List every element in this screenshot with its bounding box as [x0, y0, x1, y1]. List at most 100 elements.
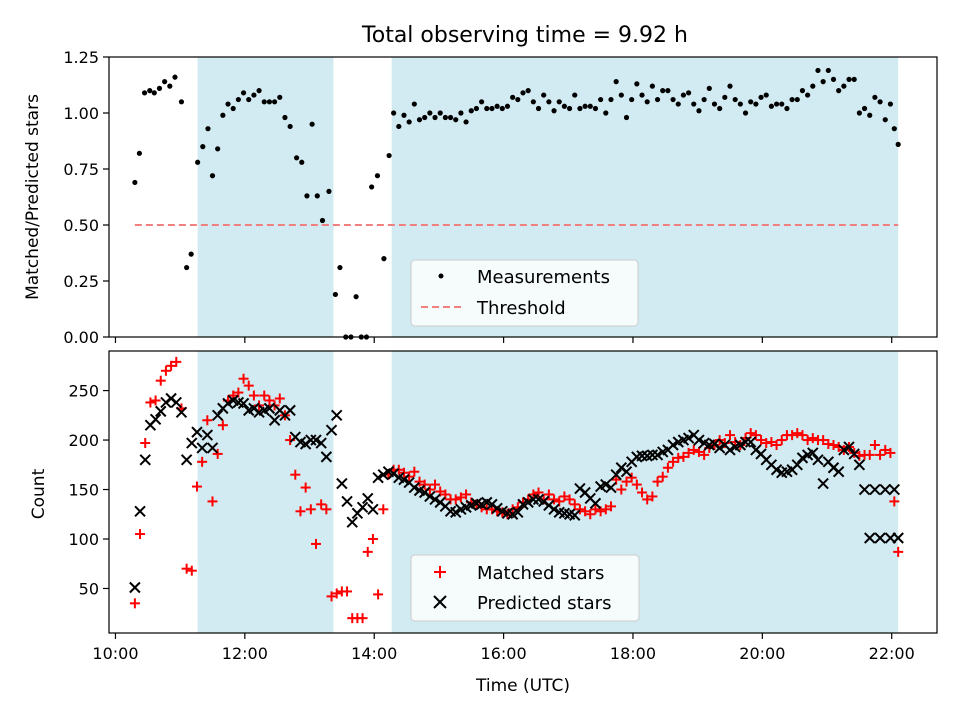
measurement-point: [151, 90, 157, 96]
measurement-point: [577, 105, 583, 112]
measurement-point: [515, 96, 521, 103]
measurement-point: [299, 159, 305, 165]
measurement-point: [136, 150, 143, 156]
x-axis-label: Time (UTC): [475, 676, 570, 696]
measurement-point: [184, 264, 190, 271]
measurement-point: [427, 110, 433, 116]
predicted-star-marker: [864, 532, 876, 544]
predicted-star-marker: [620, 466, 633, 478]
matched-star-marker: [600, 504, 611, 515]
predicted-star-marker: [858, 483, 871, 496]
top-y-ticks: 0.00 0.25 0.50 0.75 1.00 1.25: [63, 48, 109, 347]
bottom-y-axis-label: Count: [29, 468, 49, 519]
measurement-point: [172, 74, 178, 80]
measurement-point: [877, 99, 883, 105]
top-axes-frame: [108, 56, 938, 338]
predicted-star-marker: [186, 437, 198, 449]
matched-star-marker: [889, 496, 900, 507]
predicted-star-marker: [330, 409, 343, 422]
measurement-point: [830, 76, 837, 82]
measurement-point: [644, 99, 650, 105]
bottom-y-tick-label: 100: [68, 530, 99, 549]
measurement-point: [215, 146, 221, 152]
predicted-star-marker: [888, 483, 901, 496]
predicted-star-marker: [491, 502, 503, 515]
measurement-point: [891, 126, 897, 132]
matched-star-marker: [631, 479, 642, 490]
measurement-point: [696, 108, 702, 114]
x-tick-label: 10:00: [92, 644, 138, 663]
measurement-point: [220, 112, 226, 118]
matched-star-marker: [342, 586, 353, 597]
predicted-star-marker: [211, 409, 224, 422]
matched-star-marker: [699, 449, 710, 460]
predicted-star-marker: [853, 459, 866, 471]
bottom-legend-box: [410, 554, 640, 622]
predicted-star-marker: [838, 444, 850, 456]
predicted-star-marker: [356, 501, 369, 514]
measurement-point: [381, 256, 387, 262]
legend-threshold-label: Threshold: [476, 298, 566, 319]
measurement-point: [680, 92, 687, 98]
top-y-tick-label: 0.75: [63, 160, 99, 179]
matched-star-marker: [326, 591, 337, 602]
predicted-star-marker: [325, 424, 338, 436]
bottom-y-tick-label: 50: [79, 579, 99, 598]
matched-star-marker: [787, 430, 798, 441]
matched-star-marker: [450, 494, 461, 505]
measurement-point: [623, 114, 630, 121]
measurement-point: [195, 159, 201, 165]
matched-star-marker: [828, 440, 839, 450]
legend-predicted-marker: [433, 595, 447, 609]
matched-star-marker: [616, 484, 627, 495]
matched-star-marker: [875, 449, 886, 460]
matched-star-marker: [590, 504, 601, 515]
measurement-point: [156, 85, 163, 91]
measurement-point: [473, 105, 480, 112]
matched-star-marker: [657, 471, 668, 482]
legend-predicted-label: Predicted stars: [477, 593, 611, 614]
matched-star-marker: [367, 534, 378, 544]
measurement-point: [453, 117, 459, 123]
predicted-star-marker: [770, 464, 783, 476]
measurement-point: [141, 90, 148, 96]
matched-star-marker: [305, 504, 316, 515]
matched-star-marker: [756, 435, 767, 446]
measurement-point: [235, 96, 241, 103]
measurement-point: [675, 101, 681, 107]
matched-star-marker: [683, 447, 694, 458]
matched-star-marker: [776, 435, 787, 446]
legend-matched-marker: [434, 566, 446, 578]
measurement-point: [758, 94, 764, 100]
measurement-point: [304, 193, 310, 199]
matched-star-marker: [207, 496, 218, 507]
predicted-star-marker: [372, 471, 384, 484]
measurement-point: [789, 96, 795, 103]
predicted-star-marker: [796, 452, 809, 464]
bottom-panel: 50 100 150 200 250 10:00 12:00 14:00 16:00 18:00…: [29, 350, 938, 696]
measurement-point: [167, 83, 173, 89]
measurement-point: [639, 92, 645, 98]
predicted-star-marker: [527, 493, 540, 506]
measurement-point: [895, 141, 901, 147]
measurement-point: [266, 99, 273, 105]
measurement-point: [846, 76, 852, 82]
measurement-point: [309, 121, 315, 127]
matched-star-marker: [145, 397, 156, 408]
predicted-star-marker: [817, 477, 829, 490]
measurement-point: [815, 67, 821, 74]
measurement-point: [810, 83, 816, 89]
predicted-star-marker: [424, 490, 436, 503]
matched-star-marker: [155, 375, 166, 386]
predicted-star-marker: [206, 442, 219, 454]
measurement-point: [178, 99, 185, 105]
predicted-star-marker: [739, 436, 752, 448]
measurement-point: [691, 101, 697, 107]
x-tick-label: 18:00: [610, 644, 656, 663]
matched-star-marker: [647, 491, 658, 502]
matched-star-marker: [642, 494, 653, 505]
matched-star-marker: [725, 430, 735, 441]
predicted-star-marker: [170, 396, 182, 409]
matched-star-marker: [409, 466, 420, 477]
measurement-point: [882, 117, 888, 123]
